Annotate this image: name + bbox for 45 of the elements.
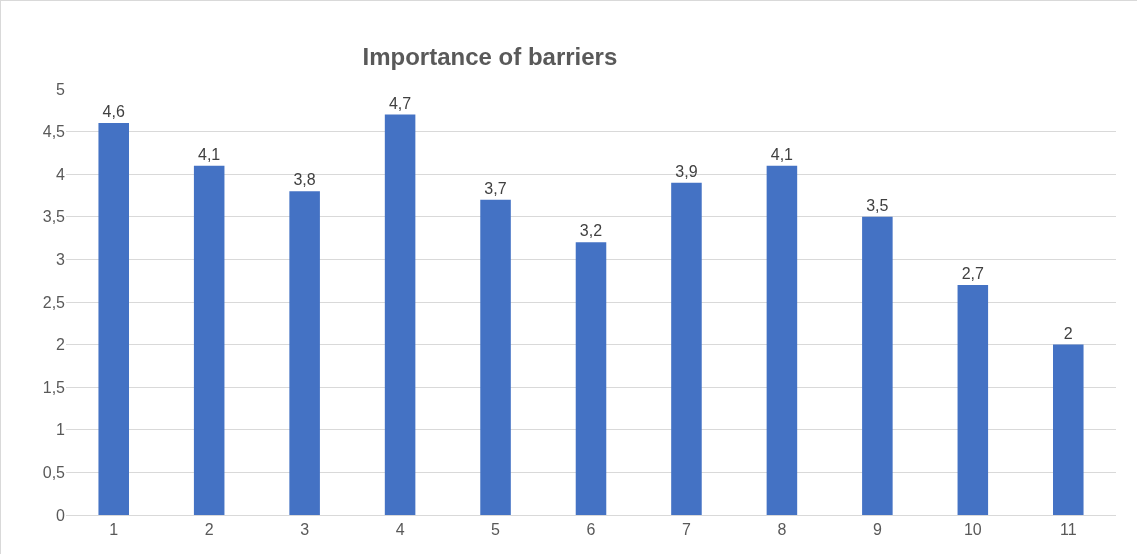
y-tick-label: 4,5 (42, 123, 66, 141)
x-tick-label: 3 (300, 521, 310, 539)
y-tick-label: 0 (56, 506, 66, 524)
x-tick-label: 8 (777, 521, 787, 539)
y-tick-label: 2,5 (42, 293, 66, 311)
bar (957, 284, 989, 515)
y-tick-label: 4 (56, 165, 66, 183)
data-label: 3,2 (579, 222, 603, 240)
x-tick-label: 11 (1059, 521, 1077, 539)
chart-title: Importance of barriers (362, 42, 618, 70)
data-label: 3,8 (293, 171, 316, 189)
data-label: 4,1 (198, 145, 221, 163)
x-tick-label: 10 (963, 521, 982, 539)
data-label: 4,6 (102, 103, 125, 121)
data-label: 2 (1063, 324, 1073, 342)
bar (575, 242, 607, 515)
y-tick-label: 3 (56, 251, 66, 268)
x-tick-label: 4 (395, 521, 405, 539)
x-tick-label: 9 (872, 521, 882, 539)
bar (193, 165, 225, 515)
bar (862, 216, 893, 515)
data-label: 3,9 (675, 162, 698, 180)
y-tick-label: 1 (56, 421, 66, 439)
bar (1053, 344, 1084, 515)
data-label: 4,1 (770, 145, 794, 163)
x-tick-label: 6 (586, 521, 596, 539)
bar (289, 191, 320, 515)
bar (766, 165, 798, 515)
data-label: 2,7 (961, 264, 984, 282)
data-label: 3,5 (866, 196, 889, 214)
bar (384, 114, 416, 515)
x-tick-label: 2 (204, 521, 214, 539)
y-tick-label: 5 (56, 80, 66, 98)
bar (671, 182, 702, 515)
y-tick-label: 1,5 (42, 378, 66, 396)
y-tick-label: 2 (56, 336, 66, 354)
data-label: 3,7 (484, 179, 507, 197)
y-tick-label: 0,5 (42, 464, 66, 481)
bar (480, 199, 511, 515)
x-tick-label: 1 (109, 521, 119, 539)
x-tick-label: 5 (491, 521, 501, 539)
y-tick-label: 3,5 (42, 208, 66, 226)
bar (98, 123, 129, 515)
data-label: 4,7 (388, 94, 412, 112)
x-tick-label: 7 (682, 521, 691, 539)
